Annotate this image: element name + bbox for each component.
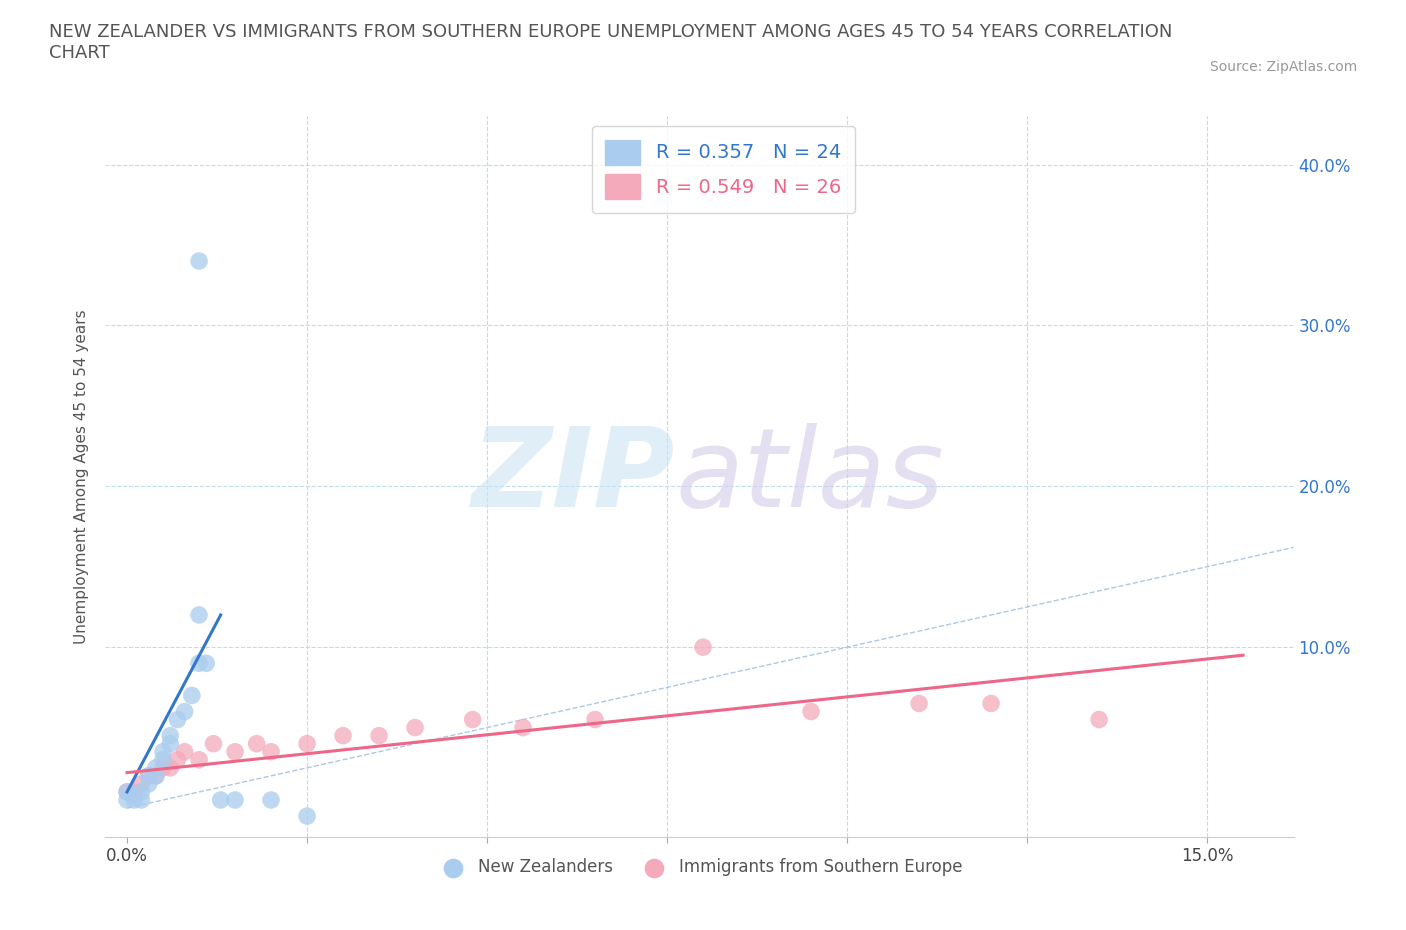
Point xyxy=(188,656,211,671)
Point xyxy=(692,640,714,655)
Point xyxy=(138,777,160,791)
Point xyxy=(173,704,195,719)
Point xyxy=(461,712,484,727)
Point xyxy=(166,712,188,727)
Point xyxy=(583,712,606,727)
Point xyxy=(138,768,160,783)
Point xyxy=(295,809,318,824)
Point xyxy=(295,737,318,751)
Point xyxy=(122,785,145,800)
Text: atlas: atlas xyxy=(676,423,945,530)
Point xyxy=(152,761,174,776)
Point xyxy=(800,704,823,719)
Point xyxy=(224,744,246,759)
Point xyxy=(115,792,138,807)
Point xyxy=(159,737,181,751)
Point xyxy=(152,744,174,759)
Point xyxy=(131,777,153,791)
Point xyxy=(246,737,269,751)
Point xyxy=(368,728,391,743)
Point xyxy=(145,768,167,783)
Point xyxy=(122,788,145,803)
Point xyxy=(188,752,211,767)
Text: NEW ZEALANDER VS IMMIGRANTS FROM SOUTHERN EUROPE UNEMPLOYMENT AMONG AGES 45 TO 5: NEW ZEALANDER VS IMMIGRANTS FROM SOUTHER… xyxy=(49,23,1173,62)
Point xyxy=(115,785,138,800)
Point xyxy=(188,254,211,269)
Point xyxy=(512,720,534,735)
Point xyxy=(195,656,218,671)
Point xyxy=(138,768,160,783)
Point xyxy=(152,752,174,767)
Point xyxy=(115,785,138,800)
Point xyxy=(166,752,188,767)
Point xyxy=(404,720,426,735)
Point xyxy=(145,768,167,783)
Point xyxy=(1088,712,1111,727)
Point xyxy=(131,785,153,800)
Point xyxy=(188,607,211,622)
Point xyxy=(122,792,145,807)
Point xyxy=(173,744,195,759)
Legend: New Zealanders, Immigrants from Southern Europe: New Zealanders, Immigrants from Southern… xyxy=(429,851,970,883)
Text: ZIP: ZIP xyxy=(472,423,676,530)
Point xyxy=(332,728,354,743)
Point xyxy=(908,696,931,711)
Point xyxy=(159,728,181,743)
Point xyxy=(224,792,246,807)
Point xyxy=(202,737,225,751)
Point xyxy=(159,761,181,776)
Text: Source: ZipAtlas.com: Source: ZipAtlas.com xyxy=(1209,60,1357,74)
Point xyxy=(209,792,232,807)
Point xyxy=(145,761,167,776)
Point xyxy=(180,688,202,703)
Point xyxy=(980,696,1002,711)
Point xyxy=(131,792,153,807)
Point xyxy=(260,744,283,759)
Y-axis label: Unemployment Among Ages 45 to 54 years: Unemployment Among Ages 45 to 54 years xyxy=(75,310,90,644)
Point xyxy=(260,792,283,807)
